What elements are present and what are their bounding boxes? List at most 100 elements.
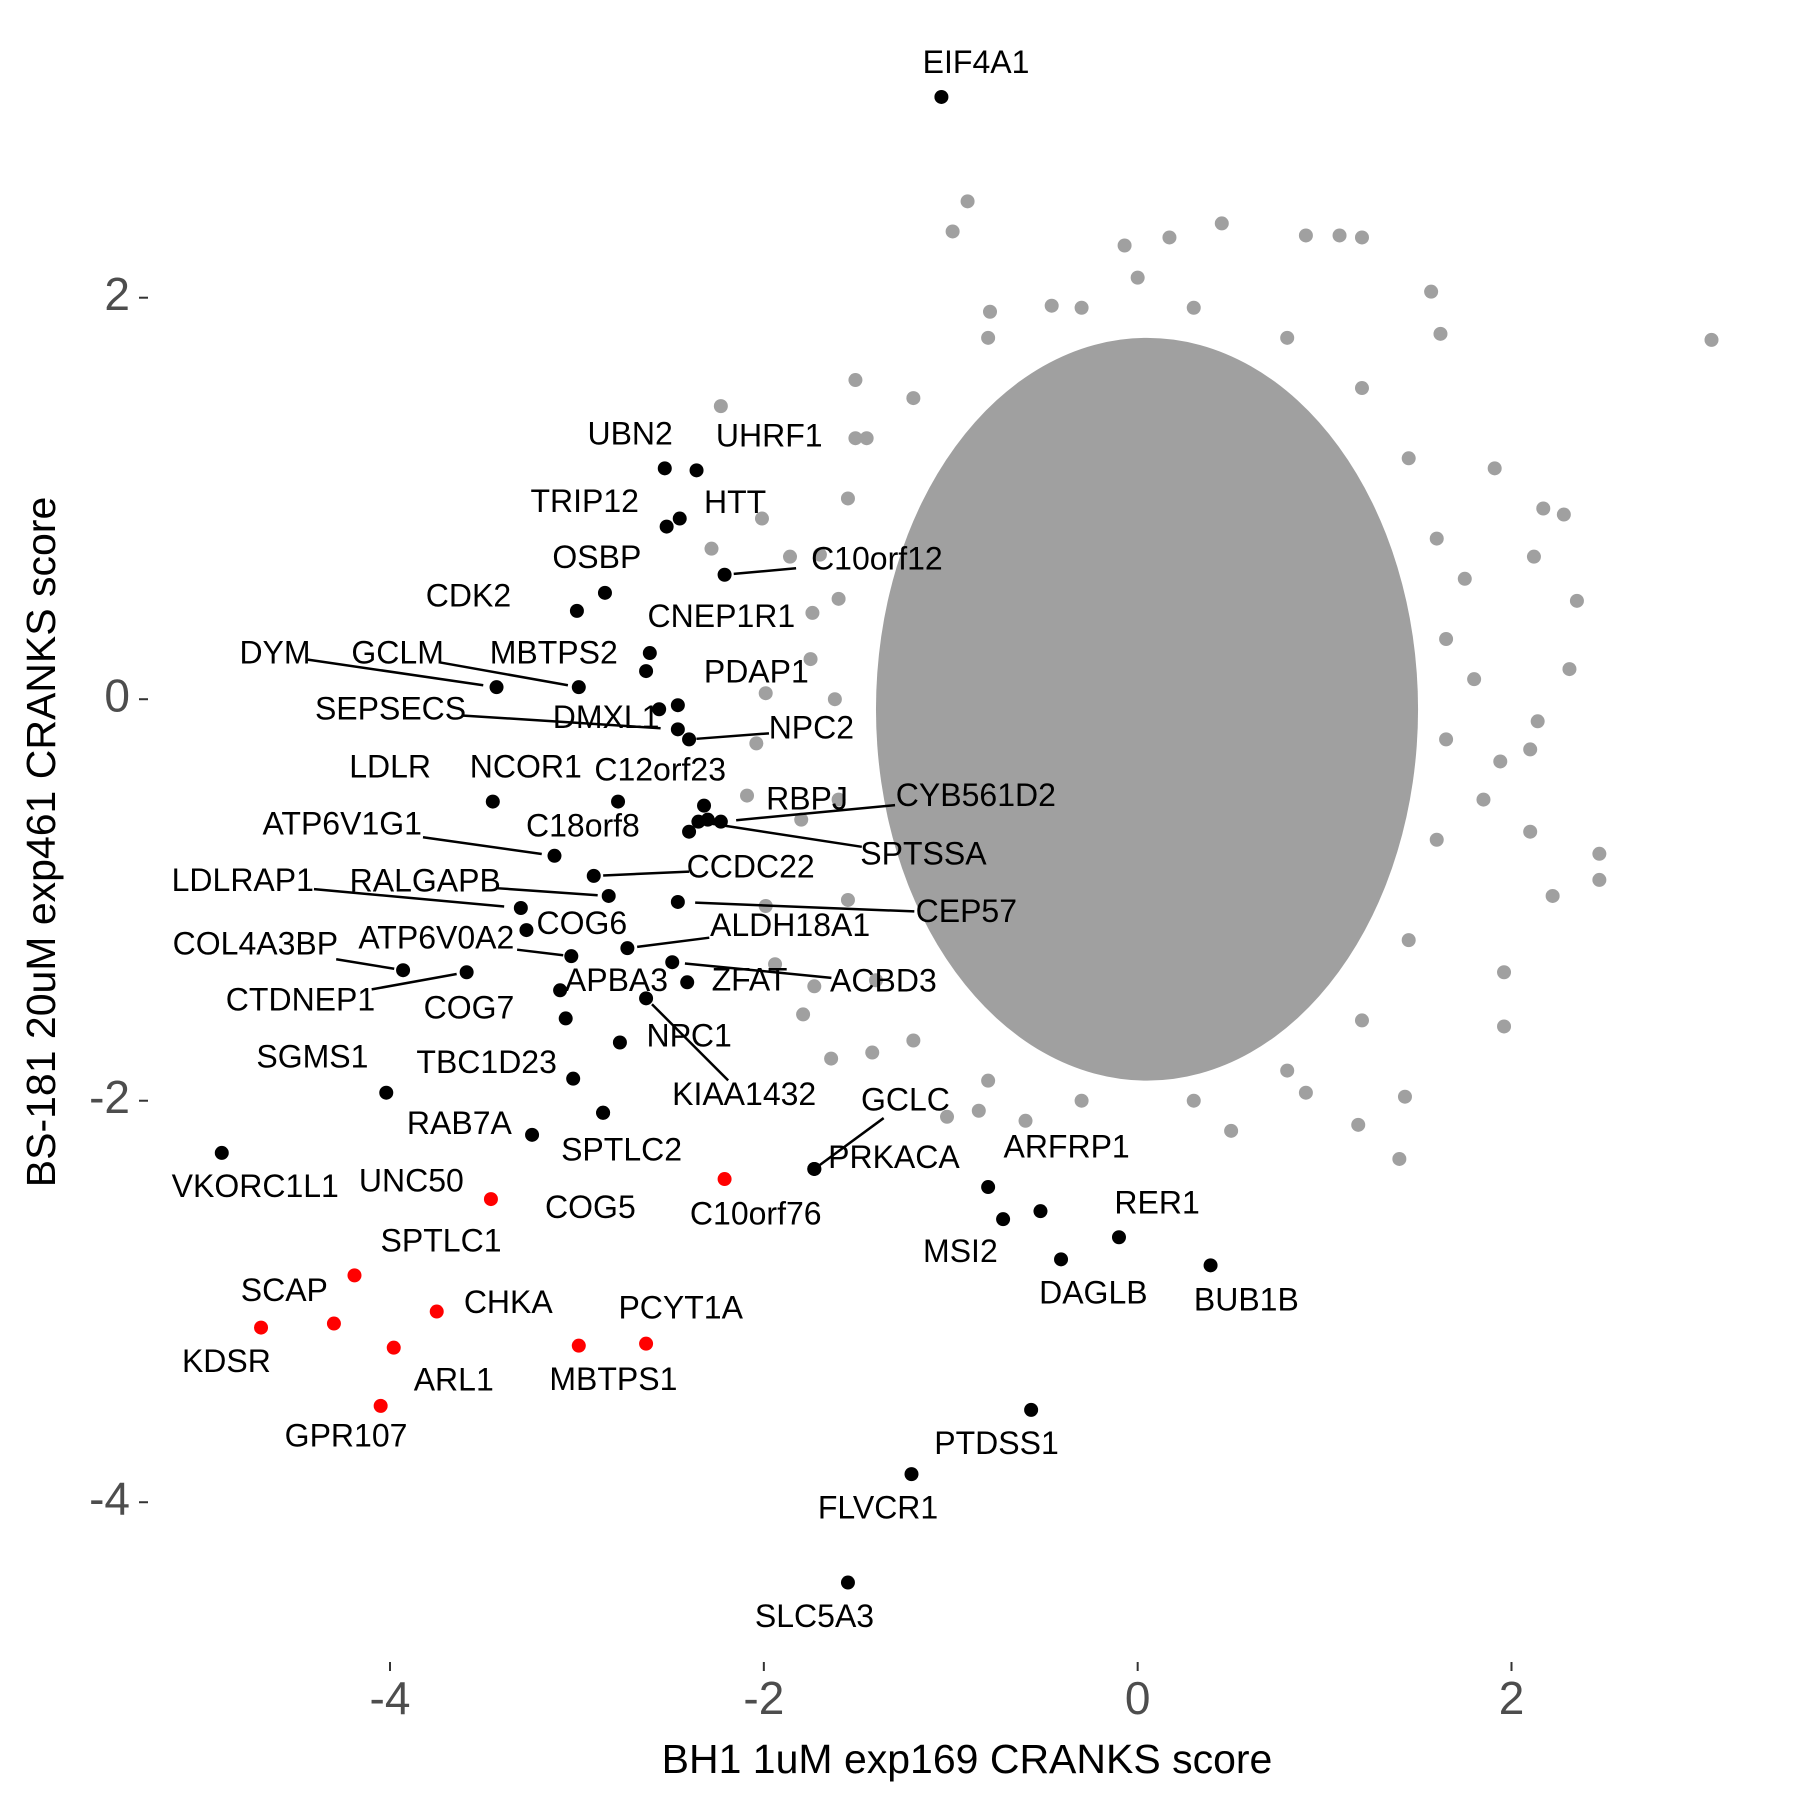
point: [596, 1105, 611, 1120]
point-label: ACBD3: [830, 962, 937, 998]
point: [489, 680, 504, 695]
point: [754, 511, 769, 526]
point-label: LDLRAP1: [172, 862, 314, 898]
leader-line: [371, 972, 457, 991]
point: [670, 722, 685, 737]
point-label: UNC50: [359, 1162, 464, 1198]
point: [586, 868, 601, 883]
leader-line: [733, 567, 797, 576]
point-label: NCOR1: [470, 749, 582, 785]
point: [1044, 298, 1059, 313]
point: [680, 975, 695, 990]
point: [639, 664, 654, 679]
point: [794, 812, 809, 827]
point-label: UHRF1: [716, 418, 823, 454]
point-label: TRIP12: [530, 483, 638, 519]
point: [803, 652, 818, 667]
leader-line: [335, 958, 395, 971]
point: [1186, 300, 1201, 315]
x-axis-title: BH1 1uM exp169 CRANKS score: [662, 1736, 1273, 1782]
point: [620, 941, 635, 956]
point-label: GCLC: [861, 1082, 950, 1118]
point: [571, 680, 586, 695]
point: [1424, 284, 1439, 299]
leader-line: [651, 1003, 730, 1082]
point-label: CEP57: [916, 893, 1017, 929]
point: [386, 1340, 401, 1355]
point: [981, 1073, 996, 1088]
point: [840, 892, 855, 907]
point-label: COG7: [424, 989, 515, 1025]
point: [1354, 1013, 1369, 1028]
point: [717, 1172, 732, 1187]
point: [868, 973, 883, 988]
point: [547, 848, 562, 863]
point: [827, 692, 842, 707]
point: [758, 686, 773, 701]
point: [740, 788, 755, 803]
point: [1592, 846, 1607, 861]
point: [597, 585, 612, 600]
leader-line: [313, 887, 505, 908]
point-label: ALDH18A1: [710, 907, 870, 943]
point: [812, 547, 827, 562]
point: [981, 1180, 996, 1195]
leader-line: [636, 936, 710, 949]
point-label: TBC1D23: [416, 1044, 557, 1080]
point: [1354, 230, 1369, 245]
point-label: NPC1: [646, 1017, 731, 1053]
point: [1162, 230, 1177, 245]
point: [713, 399, 728, 414]
point-label: GCLM: [351, 634, 443, 670]
point: [1074, 300, 1089, 315]
point-label: OSBP: [552, 539, 641, 575]
y-axis-title: BS-181 20uM exp461 CRANKS score: [18, 497, 64, 1188]
point: [1439, 631, 1454, 646]
point: [981, 330, 996, 345]
point: [1074, 1093, 1089, 1108]
leader-line: [819, 1117, 885, 1166]
point: [1526, 549, 1541, 564]
point-label: DAGLB: [1039, 1275, 1147, 1311]
point: [639, 991, 654, 1006]
point-label: LDLR: [349, 749, 431, 785]
point-label: CNEP1R1: [648, 598, 796, 634]
point-label: CTDNEP1: [226, 982, 375, 1018]
point: [1457, 571, 1472, 586]
leader-line: [696, 732, 770, 741]
point: [1497, 1019, 1512, 1034]
point: [1429, 531, 1444, 546]
point: [1592, 872, 1607, 887]
x-tick-label: -4: [370, 1672, 411, 1724]
point-label: FLVCR1: [818, 1489, 938, 1525]
point-label: RALGAPB: [350, 863, 501, 899]
leader-line: [422, 835, 542, 856]
point: [691, 814, 706, 829]
point: [1545, 888, 1560, 903]
point: [865, 1045, 880, 1060]
leader-line: [711, 822, 863, 849]
point-label: SPTSSA: [860, 836, 987, 872]
leader-line: [684, 962, 832, 980]
point: [983, 304, 998, 319]
point-label: RER1: [1114, 1184, 1199, 1220]
point: [1117, 238, 1132, 253]
point: [1214, 216, 1229, 231]
point: [704, 541, 719, 556]
point: [717, 567, 732, 582]
point: [459, 965, 474, 980]
point-label: UBN2: [587, 415, 672, 451]
point: [254, 1320, 269, 1335]
point-label: SLC5A3: [755, 1598, 874, 1634]
point-label: ATP6V0A2: [358, 919, 514, 955]
y-tick-label: -2: [89, 1071, 130, 1123]
point-label: HTT: [704, 484, 766, 520]
point: [1487, 461, 1502, 476]
point: [783, 549, 798, 564]
point: [1024, 1402, 1039, 1417]
point: [642, 646, 657, 661]
point-label: RAB7A: [407, 1105, 513, 1141]
point: [960, 194, 975, 209]
point: [566, 1071, 581, 1086]
point: [396, 963, 411, 978]
